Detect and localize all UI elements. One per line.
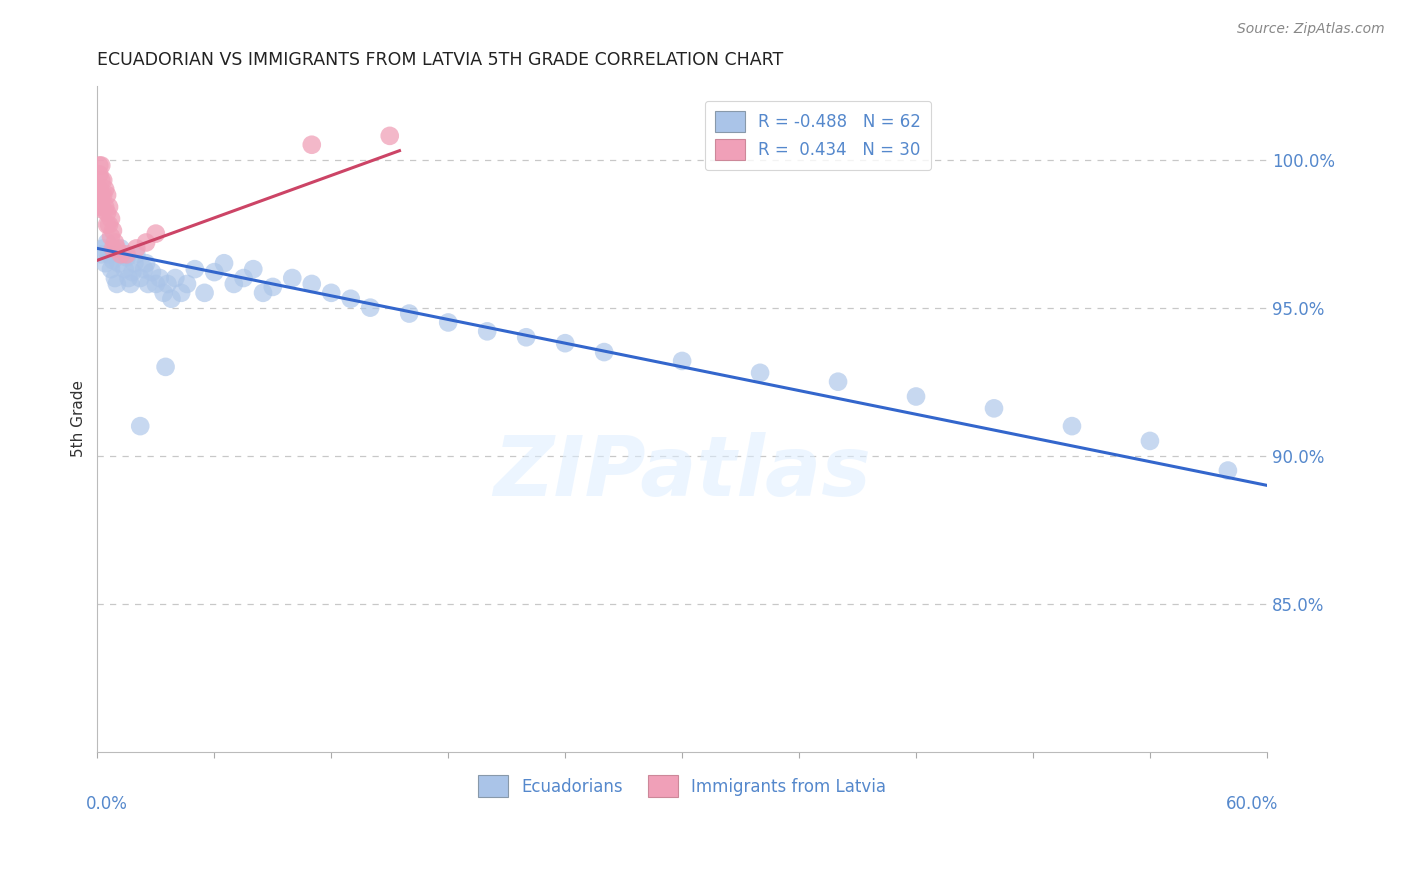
Point bbox=[91, 202, 114, 217]
Text: ECUADORIAN VS IMMIGRANTS FROM LATVIA 5TH GRADE CORRELATION CHART: ECUADORIAN VS IMMIGRANTS FROM LATVIA 5TH… bbox=[97, 51, 783, 69]
Point bbox=[129, 271, 152, 285]
Point bbox=[90, 159, 112, 173]
Point bbox=[111, 247, 134, 261]
Point bbox=[134, 262, 156, 277]
Point bbox=[398, 307, 420, 321]
Point bbox=[184, 262, 207, 277]
Point bbox=[515, 330, 537, 344]
Point bbox=[252, 285, 274, 300]
Point bbox=[905, 390, 928, 404]
Point bbox=[301, 277, 323, 291]
Point bbox=[120, 277, 142, 291]
Point bbox=[115, 247, 138, 261]
Point bbox=[90, 173, 112, 187]
Point bbox=[339, 292, 361, 306]
Point bbox=[145, 227, 167, 241]
Point bbox=[749, 366, 772, 380]
Point bbox=[94, 182, 117, 196]
Point bbox=[222, 277, 245, 291]
Point bbox=[91, 188, 114, 202]
Point bbox=[593, 345, 616, 359]
Point bbox=[135, 235, 157, 250]
Point bbox=[155, 359, 177, 374]
Point bbox=[156, 277, 179, 291]
Point bbox=[89, 182, 111, 196]
Point bbox=[242, 262, 264, 277]
Point bbox=[89, 159, 111, 173]
Point bbox=[121, 265, 143, 279]
Point bbox=[110, 247, 132, 261]
Point bbox=[281, 271, 304, 285]
Point bbox=[202, 265, 225, 279]
Point bbox=[165, 271, 187, 285]
Point bbox=[117, 271, 139, 285]
Point bbox=[136, 277, 159, 291]
Point bbox=[94, 256, 117, 270]
Point bbox=[96, 206, 118, 220]
Point bbox=[321, 285, 343, 300]
Point bbox=[90, 247, 112, 261]
Text: 60.0%: 60.0% bbox=[1226, 796, 1278, 814]
Point bbox=[100, 229, 122, 244]
Point bbox=[91, 241, 114, 255]
Y-axis label: 5th Grade: 5th Grade bbox=[72, 380, 86, 458]
Point bbox=[110, 241, 132, 255]
Point bbox=[90, 200, 112, 214]
Point bbox=[89, 167, 111, 181]
Point bbox=[107, 256, 129, 270]
Point bbox=[135, 256, 157, 270]
Point bbox=[91, 173, 114, 187]
Point bbox=[1139, 434, 1161, 448]
Point bbox=[554, 336, 576, 351]
Point bbox=[96, 218, 118, 232]
Point bbox=[149, 271, 172, 285]
Point bbox=[94, 200, 117, 214]
Point bbox=[437, 315, 460, 329]
Point bbox=[359, 301, 381, 315]
Text: ZIPatlas: ZIPatlas bbox=[494, 432, 872, 513]
Point bbox=[124, 256, 146, 270]
Point bbox=[105, 277, 128, 291]
Point bbox=[141, 265, 163, 279]
Point bbox=[262, 280, 284, 294]
Point bbox=[145, 277, 167, 291]
Point bbox=[98, 218, 121, 232]
Point bbox=[193, 285, 215, 300]
Point bbox=[160, 292, 183, 306]
Point bbox=[176, 277, 198, 291]
Point bbox=[100, 262, 122, 277]
Point bbox=[98, 200, 121, 214]
Point bbox=[170, 285, 193, 300]
Point bbox=[827, 375, 849, 389]
Point bbox=[101, 241, 124, 255]
Point bbox=[1216, 464, 1239, 478]
Point bbox=[378, 128, 401, 143]
Point bbox=[152, 285, 174, 300]
Point bbox=[114, 262, 136, 277]
Point bbox=[101, 253, 124, 268]
Point bbox=[212, 256, 235, 270]
Text: Source: ZipAtlas.com: Source: ZipAtlas.com bbox=[1237, 22, 1385, 37]
Point bbox=[115, 250, 138, 264]
Point bbox=[100, 211, 122, 226]
Point bbox=[96, 235, 118, 250]
Point bbox=[96, 188, 118, 202]
Point bbox=[129, 419, 152, 434]
Point bbox=[1060, 419, 1083, 434]
Point bbox=[477, 324, 499, 338]
Point bbox=[104, 235, 127, 250]
Text: 0.0%: 0.0% bbox=[86, 796, 128, 814]
Legend: Ecuadorians, Immigrants from Latvia: Ecuadorians, Immigrants from Latvia bbox=[471, 769, 893, 804]
Point bbox=[104, 271, 127, 285]
Point bbox=[125, 247, 148, 261]
Point bbox=[125, 241, 148, 255]
Point bbox=[101, 224, 124, 238]
Point bbox=[671, 354, 693, 368]
Point bbox=[301, 137, 323, 152]
Point bbox=[90, 188, 112, 202]
Point bbox=[105, 241, 128, 255]
Point bbox=[98, 247, 121, 261]
Point bbox=[232, 271, 254, 285]
Point bbox=[983, 401, 1005, 416]
